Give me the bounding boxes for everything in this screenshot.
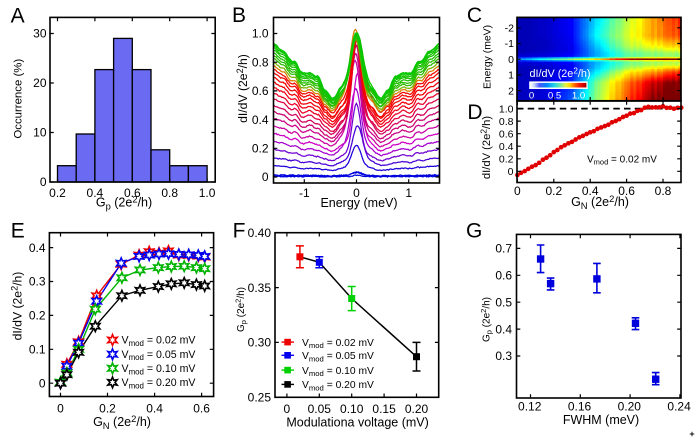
svg-text:0.25: 0.25 [248,391,272,405]
svg-text:0: 0 [262,170,269,184]
svg-text:GN (2e2/h): GN (2e2/h) [93,413,151,431]
svg-text:0.1: 0.1 [29,343,46,357]
svg-text:Energy (meV): Energy (meV) [483,25,494,89]
svg-text:Vmod = 0.20 mV: Vmod = 0.20 mV [122,377,197,390]
svg-text:Vmod = 0.05 mV: Vmod = 0.05 mV [122,349,197,362]
svg-text:0.4: 0.4 [146,402,163,416]
svg-text:0.4: 0.4 [87,186,104,200]
svg-text:Gp (2e2/h): Gp (2e2/h) [479,297,494,342]
svg-text:F: F [233,219,246,242]
svg-text:0.6: 0.6 [124,186,141,200]
svg-text:Energy (meV): Energy (meV) [320,196,397,210]
svg-text:Vmod = 0.20 mV: Vmod = 0.20 mV [302,380,374,392]
svg-text:dI/dV (2e2/h): dI/dV (2e2/h) [530,66,591,80]
svg-text:0.4: 0.4 [499,141,514,153]
svg-text:Gp (2e2/h): Gp (2e2/h) [234,287,249,332]
svg-text:G: G [466,219,482,242]
svg-text:0.4: 0.4 [29,241,46,255]
svg-text:0: 0 [353,186,360,200]
svg-text:Gp (2e2/h): Gp (2e2/h) [96,193,152,211]
svg-text:0.20: 0.20 [618,399,642,413]
svg-text:0: 0 [529,90,534,101]
svg-text:0.8: 0.8 [252,55,269,69]
svg-text:Vmod = 0.02 mV: Vmod = 0.02 mV [587,155,657,167]
svg-text:0.24: 0.24 [667,399,691,413]
svg-text:-1: -1 [299,186,310,200]
svg-text:0.7: 0.7 [495,242,512,256]
svg-text:Vmod = 0.10 mV: Vmod = 0.10 mV [302,366,374,378]
svg-text:10: 10 [33,126,47,140]
svg-text:C: C [467,4,482,27]
svg-text:1.0: 1.0 [499,103,514,115]
svg-text:dI/dV (2e2/h): dI/dV (2e2/h) [235,54,250,123]
svg-text:FWHM (meV): FWHM (meV) [563,413,639,427]
svg-text:D: D [467,101,482,124]
svg-text:0: 0 [39,376,46,390]
svg-text:0.3: 0.3 [29,275,46,289]
svg-text:0.8: 0.8 [161,186,178,200]
svg-text:1.0: 1.0 [199,186,216,200]
svg-text:0.6: 0.6 [252,84,269,98]
svg-text:Modulationa voltage (mV): Modulationa voltage (mV) [286,416,428,430]
svg-text:Vmod = 0.05 mV: Vmod = 0.05 mV [302,351,374,363]
svg-text:A: A [11,4,25,27]
svg-text:0.2: 0.2 [49,186,66,200]
svg-text:0: 0 [508,166,514,178]
svg-text:0.2: 0.2 [545,184,562,198]
svg-text:0.20: 0.20 [405,402,429,416]
svg-text:0.30: 0.30 [248,336,272,350]
svg-text:0.6: 0.6 [193,402,210,416]
svg-text:0: 0 [508,54,514,66]
svg-text:0: 0 [40,175,47,189]
svg-text:0.2: 0.2 [99,402,116,416]
svg-text:0: 0 [284,402,291,416]
svg-text:0.2: 0.2 [252,142,269,156]
svg-text:0.12: 0.12 [518,399,542,413]
svg-text:0.2: 0.2 [29,309,46,323]
svg-text:dI/dV (2e2/h): dI/dV (2e2/h) [478,116,493,179]
svg-text:0.2: 0.2 [499,154,514,166]
svg-text:0.6: 0.6 [499,128,514,140]
svg-text:dI/dV (2e2/h): dI/dV (2e2/h) [10,272,25,341]
svg-text:Occurrence (%): Occurrence (%) [13,59,25,139]
svg-text:0.4: 0.4 [582,184,599,198]
svg-text:1: 1 [405,186,412,200]
svg-text:-2: -2 [505,23,514,35]
svg-text:0: 0 [514,184,521,198]
svg-text:0.5: 0.5 [495,295,512,309]
svg-text:E: E [11,219,25,242]
svg-text:1: 1 [508,70,514,82]
svg-text:B: B [232,4,246,27]
svg-text:2: 2 [508,85,514,97]
svg-text:Vmod = 0.02 mV: Vmod = 0.02 mV [122,335,197,348]
svg-text:0.4: 0.4 [495,322,512,336]
svg-text:20: 20 [33,76,47,90]
svg-text:0.35: 0.35 [248,281,272,295]
svg-text:0.6: 0.6 [618,184,635,198]
svg-text:1.0: 1.0 [252,27,269,41]
svg-text:0.6: 0.6 [495,269,512,283]
svg-text:0.40: 0.40 [248,226,272,240]
svg-text:0: 0 [57,402,64,416]
svg-text:0.10: 0.10 [340,402,364,416]
svg-text:0.8: 0.8 [655,184,672,198]
svg-text:30: 30 [33,27,47,41]
svg-text:0.3: 0.3 [495,349,512,363]
svg-text:Vmod = 0.02 mV: Vmod = 0.02 mV [302,338,374,350]
svg-text:-1: -1 [505,38,514,50]
svg-text:GN (2e2/h): GN (2e2/h) [571,193,629,211]
svg-text:0.15: 0.15 [372,402,396,416]
svg-text:0.4: 0.4 [252,113,269,127]
svg-text:1.0: 1.0 [572,90,585,101]
svg-text:0.5: 0.5 [548,90,561,101]
svg-text:0.16: 0.16 [568,399,592,413]
svg-text:0.8: 0.8 [499,116,514,128]
svg-text:0.05: 0.05 [308,402,332,416]
svg-text:Vmod = 0.10 mV: Vmod = 0.10 mV [122,363,197,376]
